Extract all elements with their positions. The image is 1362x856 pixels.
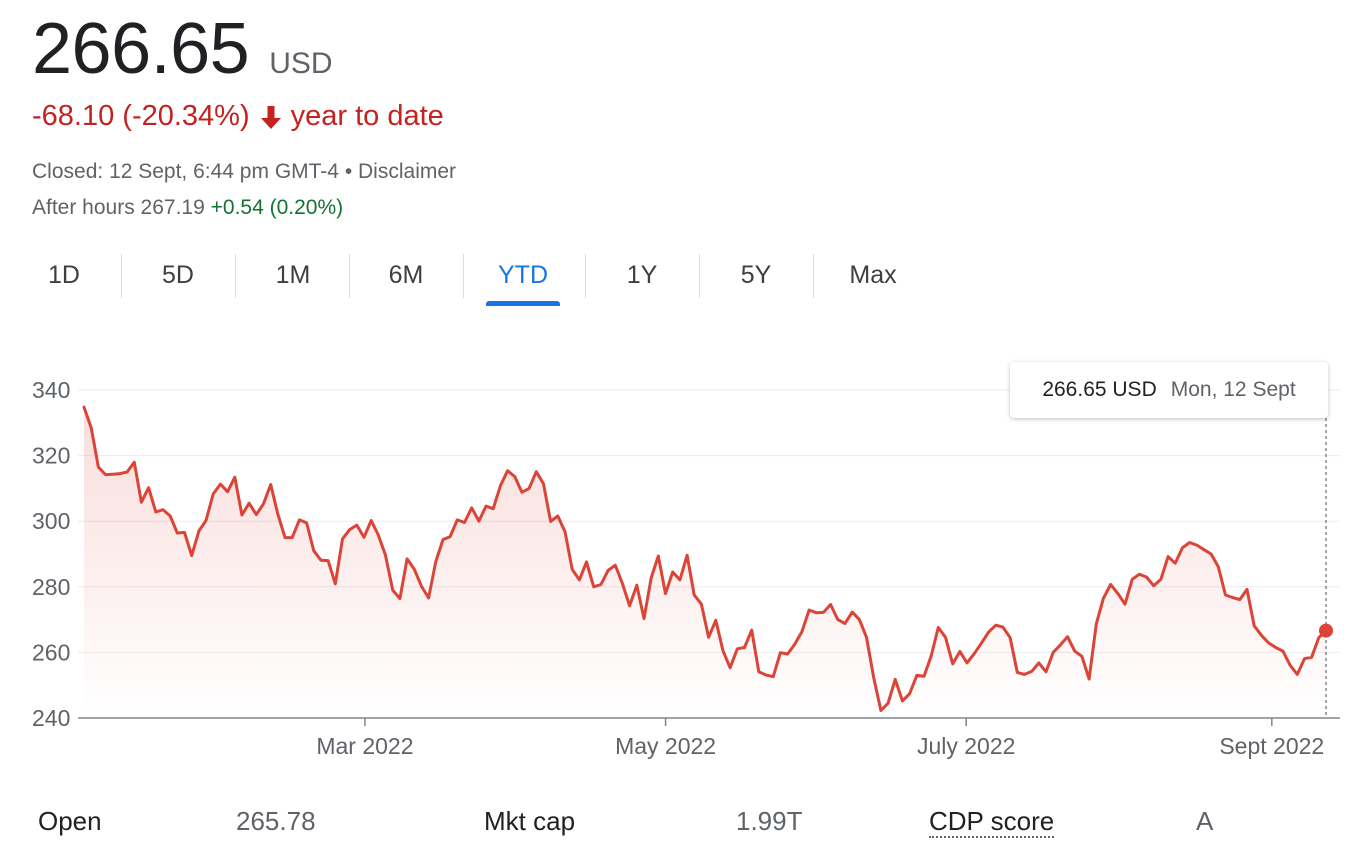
tooltip-price: 266.65 USD bbox=[1042, 378, 1157, 401]
arrow-down-icon bbox=[260, 105, 281, 129]
tab-1m[interactable]: 1M bbox=[275, 261, 311, 289]
price-change-row: -68.10 (-20.34%) year to date bbox=[32, 100, 444, 133]
price-chart[interactable]: 240 260 280 300 320 340 Mar 2022 May 2022 July 2… bbox=[0, 350, 1362, 780]
hover-tooltip: 266.65 USD Mon, 12 Sept bbox=[1010, 362, 1328, 418]
stat-label-mkt-cap: Mkt cap bbox=[484, 806, 576, 836]
tab-1d[interactable]: 1D bbox=[48, 261, 80, 289]
tab-5d[interactable]: 5D bbox=[162, 261, 194, 289]
tab-divider bbox=[235, 254, 236, 298]
current-price: 266.65 bbox=[32, 9, 250, 89]
y-tick-label: 260 bbox=[32, 639, 70, 665]
stat-label-cdp-score[interactable]: CDP score bbox=[929, 806, 1055, 838]
tab-divider bbox=[699, 254, 700, 298]
stat-value-mkt-cap: 1.99T bbox=[736, 806, 803, 836]
stat-value-cdp-score: A bbox=[1196, 806, 1214, 836]
x-tick-label: Sept 2022 bbox=[1219, 733, 1324, 759]
range-tabs: 1D 5D 1M 6M YTD 1Y 5Y Max bbox=[0, 252, 940, 306]
change-period: year to date bbox=[290, 100, 444, 132]
price-line bbox=[82, 405, 1328, 712]
tab-max[interactable]: Max bbox=[849, 261, 897, 289]
currency-label: USD bbox=[269, 47, 333, 80]
stat-label-open: Open bbox=[38, 806, 102, 836]
tooltip-date: Mon, 12 Sept bbox=[1170, 378, 1296, 401]
stats-row: Open 265.78 Mkt cap 1.99T CDP score A bbox=[0, 806, 1362, 846]
after-hours-change: +0.54 (0.20%) bbox=[210, 196, 344, 219]
tab-divider bbox=[813, 254, 814, 298]
after-hours-price: After hours 267.19 bbox=[32, 196, 205, 219]
tab-divider bbox=[463, 254, 464, 298]
hover-point bbox=[1319, 623, 1333, 638]
tab-6m[interactable]: 6M bbox=[388, 261, 424, 289]
stat-value-open: 265.78 bbox=[236, 806, 316, 836]
closed-text: Closed: 12 Sept, 6:44 pm GMT-4 • bbox=[32, 160, 353, 183]
after-hours-info: After hours 267.19 +0.54 (0.20%) bbox=[32, 196, 343, 220]
price-header: 266.65 USD bbox=[32, 8, 333, 90]
tab-ytd[interactable]: YTD bbox=[486, 252, 560, 306]
tab-5y[interactable]: 5Y bbox=[740, 261, 772, 289]
tab-divider bbox=[121, 254, 122, 298]
closed-info: Closed: 12 Sept, 6:44 pm GMT-4 • Disclai… bbox=[32, 160, 456, 184]
disclaimer-link[interactable]: Disclaimer bbox=[358, 160, 457, 183]
x-tick-label: Mar 2022 bbox=[316, 733, 413, 759]
tab-1y[interactable]: 1Y bbox=[626, 261, 658, 289]
y-tick-label: 300 bbox=[32, 508, 70, 534]
price-change: -68.10 (-20.34%) bbox=[32, 100, 250, 132]
tab-divider bbox=[349, 254, 350, 298]
tab-divider bbox=[585, 254, 586, 298]
x-tick-label: July 2022 bbox=[917, 733, 1015, 759]
y-tick-label: 320 bbox=[32, 443, 70, 469]
y-tick-label: 240 bbox=[32, 705, 70, 731]
x-tick-label: May 2022 bbox=[615, 733, 716, 759]
area-fill bbox=[84, 407, 1326, 718]
y-tick-label: 280 bbox=[32, 574, 70, 600]
y-tick-label: 340 bbox=[32, 377, 70, 403]
